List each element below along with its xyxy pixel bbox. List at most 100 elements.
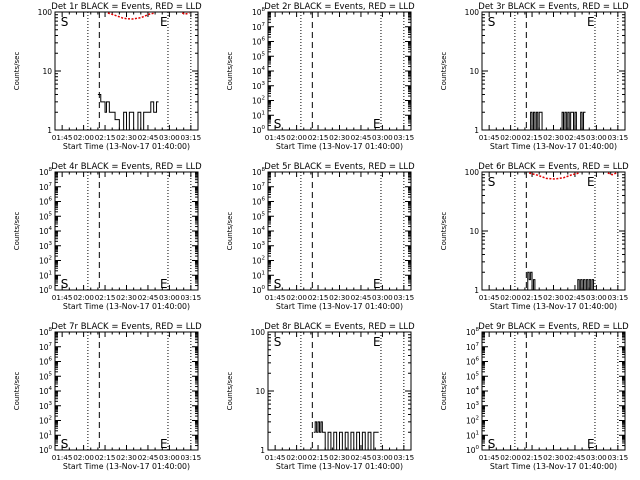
x-tick-label: 02:00 [73,293,94,302]
end-marker: E [587,175,595,189]
x-tick-label: 02:30 [116,133,137,142]
y-tick-label: 104 [252,226,266,236]
y-tick-label: 108 [39,327,53,337]
y-tick-label: 1 [47,126,52,135]
y-tick-label: 100 [39,445,53,455]
y-tick-label: 106 [39,357,53,367]
y-tick-label: 102 [252,256,265,266]
y-tick-label: 101 [252,270,265,280]
y-tick-label: 108 [466,327,480,337]
x-tick-label: 01:45 [265,293,286,302]
y-tick-label: 103 [39,401,53,411]
y-tick-label: 103 [252,241,266,251]
y-tick-label: 102 [39,416,52,426]
y-tick-label: 108 [39,167,53,177]
detector-panel: Det 9r BLACK = Events, RED = LLD Counts/s… [440,322,629,471]
x-tick-label: 01:45 [479,133,500,142]
y-tick-label: 102 [466,416,479,426]
x-tick-label: 02:00 [500,133,521,142]
x-tick-label: 02:15 [308,293,329,302]
detector-panel: Det 6r BLACK = Events, RED = LLD Counts/s… [440,162,629,311]
panel-title: Det 6r BLACK = Events, RED = LLD [478,162,629,172]
y-tick-label: 100 [466,445,480,455]
y-tick-label: 106 [252,37,266,47]
y-tick-label: 10 [255,387,265,396]
x-tick-label: 01:45 [479,453,500,462]
x-tick-label: 02:45 [138,133,159,142]
x-tick-label: 02:15 [95,133,116,142]
x-tick-label: 03:00 [159,453,180,462]
y-tick-label: 100 [252,285,266,295]
panel-title: Det 4r BLACK = Events, RED = LLD [51,162,202,172]
x-tick-label: 02:30 [329,453,350,462]
start-marker: S [61,437,69,451]
y-axis-label: Counts/sec [13,212,21,251]
x-tick-label: 03:15 [607,133,628,142]
end-marker: E [160,15,168,29]
x-tick-label: 02:15 [522,133,543,142]
x-tick-label: 02:30 [543,453,564,462]
y-tick-label: 100 [465,8,480,17]
y-tick-label: 102 [252,96,265,106]
plot-frame [267,171,412,291]
x-tick-label: 02:15 [522,293,543,302]
y-tick-label: 101 [39,270,52,280]
y-tick-label: 100 [251,328,266,337]
x-axis-label: Start Time (13-Nov-17 01:40:00) [63,462,190,471]
x-tick-label: 02:45 [351,293,372,302]
events-series [529,111,586,131]
plot-frame [481,331,626,451]
y-tick-label: 108 [252,7,266,17]
y-tick-label: 107 [39,182,53,192]
x-tick-label: 03:15 [180,453,201,462]
x-tick-label: 03:15 [180,133,201,142]
x-axis-label: Start Time (13-Nov-17 01:40:00) [276,462,403,471]
panel-title: Det 2r BLACK = Events, RED = LLD [264,2,415,12]
plot-frame [54,171,199,291]
start-marker: S [488,175,496,189]
x-axis-label: Start Time (13-Nov-17 01:40:00) [63,302,190,311]
y-tick-label: 107 [466,342,480,352]
x-tick-label: 01:45 [479,293,500,302]
x-tick-label: 01:45 [52,453,73,462]
plot-frame [481,171,626,291]
y-axis-label: Counts/sec [440,372,448,411]
x-tick-label: 02:00 [500,293,521,302]
x-tick-label: 02:00 [73,133,94,142]
detector-panel: Det 2r BLACK = Events, RED = LLD Counts/s… [226,2,415,151]
x-tick-label: 03:00 [372,453,393,462]
x-tick-label: 02:45 [565,133,586,142]
panel-title: Det 5r BLACK = Events, RED = LLD [264,162,415,172]
detector-panel: Det 3r BLACK = Events, RED = LLD Counts/s… [440,2,629,151]
y-tick-label: 106 [252,197,266,207]
x-axis-label: Start Time (13-Nov-17 01:40:00) [276,302,403,311]
x-tick-label: 03:15 [393,293,414,302]
x-tick-label: 02:30 [116,293,137,302]
y-tick-label: 10 [469,227,479,236]
x-tick-label: 03:15 [607,293,628,302]
x-tick-label: 03:00 [372,133,393,142]
x-tick-label: 03:00 [159,133,180,142]
start-marker: S [61,277,69,291]
x-tick-label: 02:45 [565,453,586,462]
y-tick-label: 102 [39,256,52,266]
y-tick-label: 107 [252,22,266,32]
x-tick-label: 02:00 [500,453,521,462]
end-marker: E [587,437,595,451]
detector-panel: Det 7r BLACK = Events, RED = LLD Counts/s… [13,322,202,471]
x-tick-label: 01:45 [265,133,286,142]
y-tick-label: 10 [469,67,479,76]
x-tick-label: 02:00 [73,453,94,462]
plot-frame [267,11,412,131]
x-axis-label: Start Time (13-Nov-17 01:40:00) [276,142,403,151]
x-tick-label: 02:45 [138,453,159,462]
start-marker: S [488,15,496,29]
x-tick-label: 02:45 [565,293,586,302]
y-axis-label: Counts/sec [226,212,234,251]
y-tick-label: 104 [39,386,53,396]
x-tick-label: 02:30 [116,453,137,462]
y-tick-label: 100 [252,125,266,135]
y-tick-label: 104 [466,386,480,396]
y-tick-label: 100 [465,168,480,177]
y-tick-label: 106 [466,357,480,367]
